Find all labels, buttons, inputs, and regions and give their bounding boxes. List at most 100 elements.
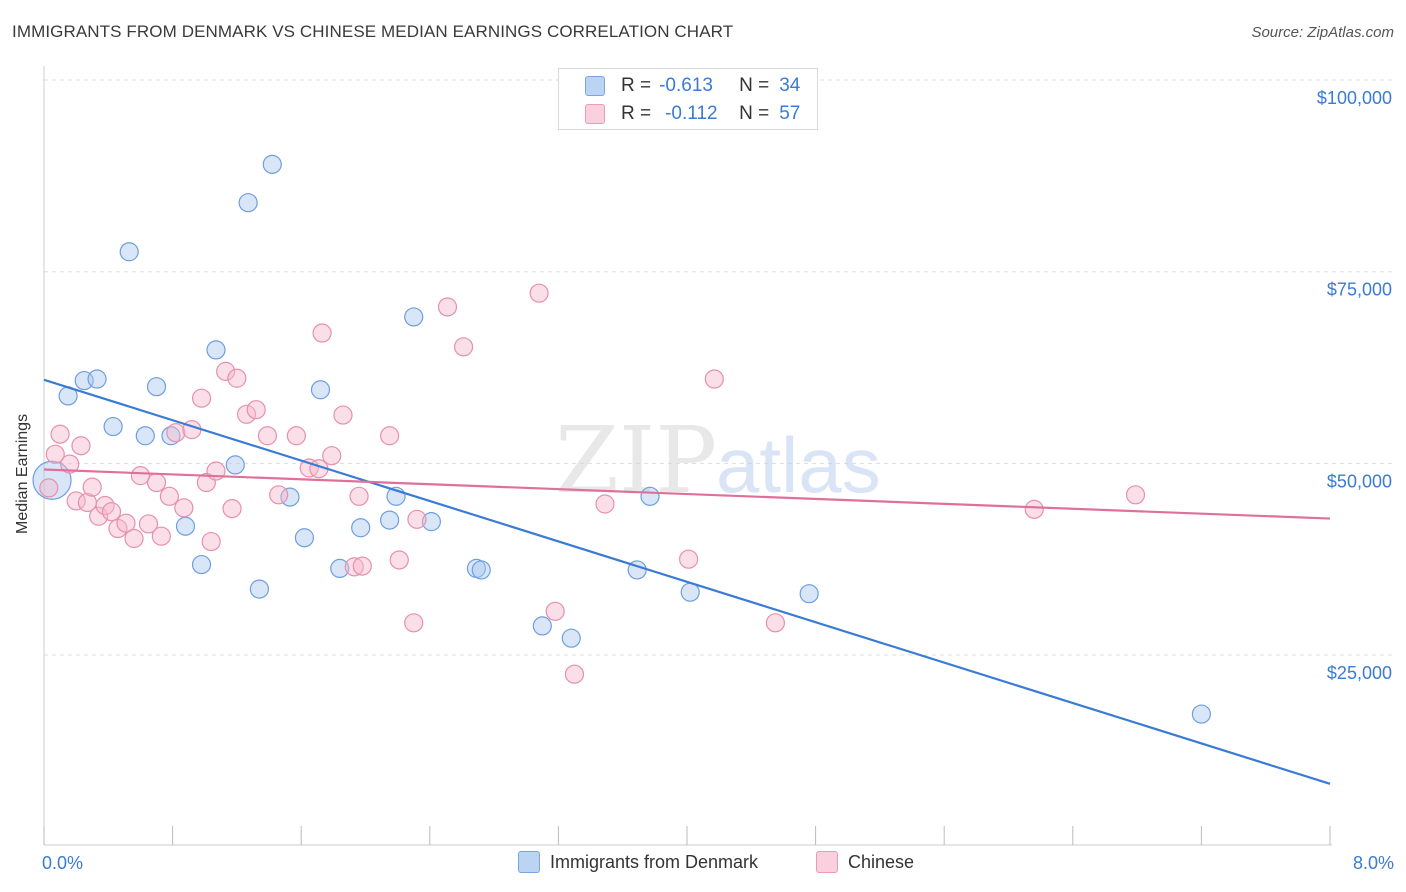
point-chinese [216, 361, 236, 381]
points [32, 154, 1212, 724]
trend-line-denmark [43, 378, 1331, 785]
point-chinese [89, 506, 109, 526]
swatch-pink [585, 104, 605, 124]
series-legend: Immigrants from Denmark Chinese [0, 851, 1406, 877]
point-chinese [116, 513, 136, 533]
point-denmark [561, 628, 581, 648]
n-label: N = [739, 75, 770, 96]
legend-item-denmark[interactable]: Immigrants from Denmark [518, 851, 758, 873]
y-tick-label: $75,000 [1327, 280, 1392, 300]
point-denmark [294, 528, 315, 548]
point-chinese [71, 436, 91, 456]
point-denmark [471, 560, 491, 580]
point-chinese [60, 454, 80, 474]
point-denmark [351, 518, 371, 538]
point-chinese [564, 664, 585, 684]
point-chinese [380, 426, 400, 446]
point-chinese [529, 283, 549, 303]
point-denmark [225, 455, 245, 475]
point-chinese [174, 498, 194, 518]
point-chinese [545, 601, 565, 621]
y-tick-label: $100,000 [1317, 88, 1392, 108]
chart-title: IMMIGRANTS FROM DENMARK VS CHINESE MEDIA… [12, 22, 734, 41]
point-chinese [246, 400, 266, 420]
point-denmark [640, 486, 660, 506]
axes [43, 66, 1332, 846]
y-tick-label: $50,000 [1327, 471, 1392, 491]
correlation-legend: R = -0.613 N = 34 R = -0.112 N = 57 [558, 68, 818, 130]
point-denmark [330, 558, 350, 579]
legend-label-denmark: Immigrants from Denmark [550, 851, 759, 872]
point-chinese [159, 486, 179, 506]
point-chinese [344, 557, 364, 577]
grid [44, 79, 1392, 656]
point-chinese [101, 502, 122, 522]
point-chinese [453, 337, 474, 357]
x-tick-label: 0.0% [42, 853, 83, 873]
r-value: -0.112 [665, 103, 718, 124]
point-chinese [333, 405, 353, 425]
point-chinese [389, 550, 409, 570]
point-denmark [310, 380, 331, 400]
point-denmark [238, 193, 258, 213]
point-chinese [704, 369, 724, 389]
point-chinese [404, 613, 424, 633]
point-chinese [679, 549, 699, 569]
point-chinese [407, 509, 427, 529]
point-chinese [222, 499, 242, 519]
point-chinese [322, 446, 342, 466]
x-tick-label: 8.0% [1353, 853, 1394, 873]
watermark-atlas: atlas [716, 421, 881, 509]
point-denmark [404, 307, 424, 327]
point-denmark [119, 242, 139, 262]
r-value: -0.613 [659, 75, 713, 96]
point-denmark [380, 510, 400, 530]
point-chinese [765, 613, 786, 633]
point-chinese [312, 323, 332, 343]
point-chinese [352, 556, 372, 576]
point-chinese [124, 528, 144, 549]
point-chinese [166, 423, 186, 443]
point-chinese [595, 494, 615, 514]
point-chinese [39, 478, 59, 498]
point-denmark [532, 616, 552, 636]
point-denmark [421, 512, 442, 532]
swatch-blue [585, 76, 605, 96]
legend-item-chinese[interactable]: Chinese [816, 851, 914, 873]
watermark-zip: ZIP [555, 407, 717, 514]
point-chinese [1125, 485, 1146, 505]
r-label: R = [621, 75, 652, 96]
legend-row-chinese: R = -0.112 N = 57 [585, 103, 800, 125]
point-chinese [138, 514, 159, 534]
point-chinese [269, 485, 289, 505]
point-chinese [349, 486, 369, 506]
point-denmark [135, 426, 155, 446]
point-chinese [146, 472, 167, 493]
point-denmark [87, 369, 107, 389]
point-chinese [130, 466, 151, 486]
point-denmark [1191, 704, 1212, 724]
trend-line-chinese [43, 468, 1331, 520]
point-denmark [175, 516, 196, 536]
legend-swatch-blue [518, 851, 540, 873]
point-denmark [103, 416, 123, 437]
legend-row-denmark: R = -0.613 N = 34 [585, 75, 800, 97]
n-value: 34 [779, 75, 801, 96]
point-denmark [799, 584, 819, 604]
point-denmark [249, 579, 270, 599]
point-chinese [437, 297, 458, 317]
point-denmark [206, 340, 226, 360]
point-chinese [50, 424, 70, 444]
point-chinese [236, 404, 257, 424]
n-value: 57 [779, 103, 801, 124]
trend-lines [43, 378, 1331, 785]
point-chinese [227, 368, 247, 388]
legend-label-chinese: Chinese [848, 851, 915, 872]
point-chinese [45, 444, 65, 464]
n-label: N = [739, 103, 770, 124]
point-denmark [191, 554, 212, 575]
point-chinese [191, 388, 212, 408]
point-chinese [201, 531, 221, 552]
point-chinese [286, 426, 306, 446]
